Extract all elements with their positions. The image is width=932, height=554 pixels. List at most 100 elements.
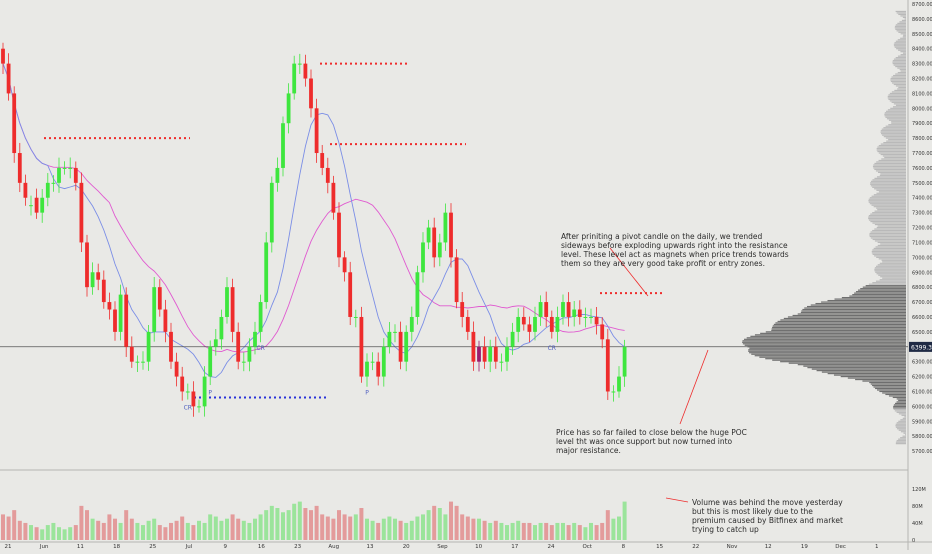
price-tick-label: 6200.00 xyxy=(912,375,932,381)
candle-body xyxy=(108,302,112,309)
candle-body xyxy=(24,183,28,198)
profile-bar xyxy=(892,102,906,103)
time-tick-label: 9 xyxy=(223,544,227,550)
price-tick-label: 7100.00 xyxy=(912,240,932,246)
volume-bar xyxy=(214,517,218,540)
candle-body xyxy=(52,183,56,184)
price-tick-label: 7600.00 xyxy=(912,166,932,172)
profile-bar xyxy=(882,135,906,136)
volume-tick-label: 0 xyxy=(912,538,915,544)
price-tick-label: 8000.00 xyxy=(912,106,932,112)
profile-bar xyxy=(778,321,906,322)
profile-bar xyxy=(874,188,906,189)
profile-bar xyxy=(898,400,906,401)
candle-body xyxy=(404,332,408,362)
volume-bar xyxy=(516,521,520,540)
volume-bar xyxy=(438,508,442,540)
profile-bar xyxy=(897,398,906,399)
candle-body xyxy=(617,377,621,392)
candle-body xyxy=(449,213,453,258)
profile-bar xyxy=(870,221,906,222)
profile-bar xyxy=(885,117,906,118)
volume-bar xyxy=(135,523,139,540)
volume-bar xyxy=(303,508,307,540)
profile-bar xyxy=(872,222,906,223)
candle-body xyxy=(371,362,375,363)
profile-bar xyxy=(894,404,906,405)
volume-bar xyxy=(606,510,610,540)
volume-bar xyxy=(91,519,95,540)
volume-bar xyxy=(107,514,111,540)
profile-bar xyxy=(893,106,906,107)
volume-tick-label: 120M xyxy=(912,487,926,493)
candle-body xyxy=(528,324,532,331)
volume-bar xyxy=(23,523,27,540)
price-tick-label: 7800.00 xyxy=(912,136,932,142)
price-tick-label: 6300.00 xyxy=(912,360,932,366)
candle-body xyxy=(287,93,291,123)
profile-bar xyxy=(871,181,906,182)
volume-bar xyxy=(589,523,593,540)
profile-bar xyxy=(869,202,906,203)
profile-bar xyxy=(891,76,906,77)
profile-bar xyxy=(898,50,906,51)
profile-bar xyxy=(893,63,906,64)
candle-body xyxy=(7,64,11,94)
profile-bar xyxy=(780,319,906,320)
candle-body xyxy=(164,310,168,332)
time-tick-label: Dec xyxy=(835,544,846,550)
candle-body xyxy=(550,317,554,332)
profile-bar xyxy=(890,93,906,94)
profile-bar xyxy=(877,149,906,150)
volume-bar xyxy=(466,517,470,540)
profile-bar xyxy=(801,310,906,311)
profile-bar xyxy=(896,85,906,86)
profile-bar xyxy=(874,194,906,195)
profile-bar xyxy=(747,337,906,338)
profile-bar xyxy=(827,300,906,301)
volume-bar xyxy=(567,525,571,540)
profile-bar xyxy=(821,301,906,302)
candle-body xyxy=(57,168,61,183)
profile-bar xyxy=(898,87,906,88)
last-price-label: 6399.30 xyxy=(911,344,932,351)
candle-body xyxy=(399,332,403,362)
candle-body xyxy=(113,310,117,332)
profile-bar xyxy=(771,330,906,331)
volume-bar xyxy=(292,504,296,540)
profile-bar xyxy=(893,75,906,76)
volume-bar xyxy=(85,510,89,540)
candle-body xyxy=(158,287,162,309)
candle-body xyxy=(91,272,95,287)
profile-bar xyxy=(896,24,906,25)
profile-bar xyxy=(884,114,906,115)
profile-bar xyxy=(888,97,906,98)
volume-bar xyxy=(354,514,358,540)
candle-body xyxy=(505,347,509,362)
profile-bar xyxy=(872,385,906,386)
volume-bar xyxy=(130,519,134,540)
candle-body xyxy=(259,302,263,332)
candle-body xyxy=(320,153,324,168)
volume-bar xyxy=(533,525,537,540)
profile-bar xyxy=(742,342,906,343)
profile-bar xyxy=(872,282,906,283)
volume-bar xyxy=(158,525,162,540)
signal-marker: CR xyxy=(184,404,192,411)
profile-bar xyxy=(874,248,906,249)
profile-bar xyxy=(903,53,906,54)
profile-bar xyxy=(766,331,906,332)
profile-bar xyxy=(901,70,906,71)
volume-bar xyxy=(320,514,324,540)
volume-bar xyxy=(460,514,464,540)
profile-bar xyxy=(875,388,906,389)
candle-body xyxy=(354,317,358,318)
profile-bar xyxy=(880,276,906,277)
profile-bar xyxy=(749,348,906,349)
candle-body xyxy=(382,347,386,377)
volume-bar xyxy=(371,521,375,540)
profile-bar xyxy=(780,361,906,362)
profile-bar xyxy=(798,313,906,314)
volume-tick-label: 40M xyxy=(912,521,923,527)
profile-bar xyxy=(905,18,906,19)
